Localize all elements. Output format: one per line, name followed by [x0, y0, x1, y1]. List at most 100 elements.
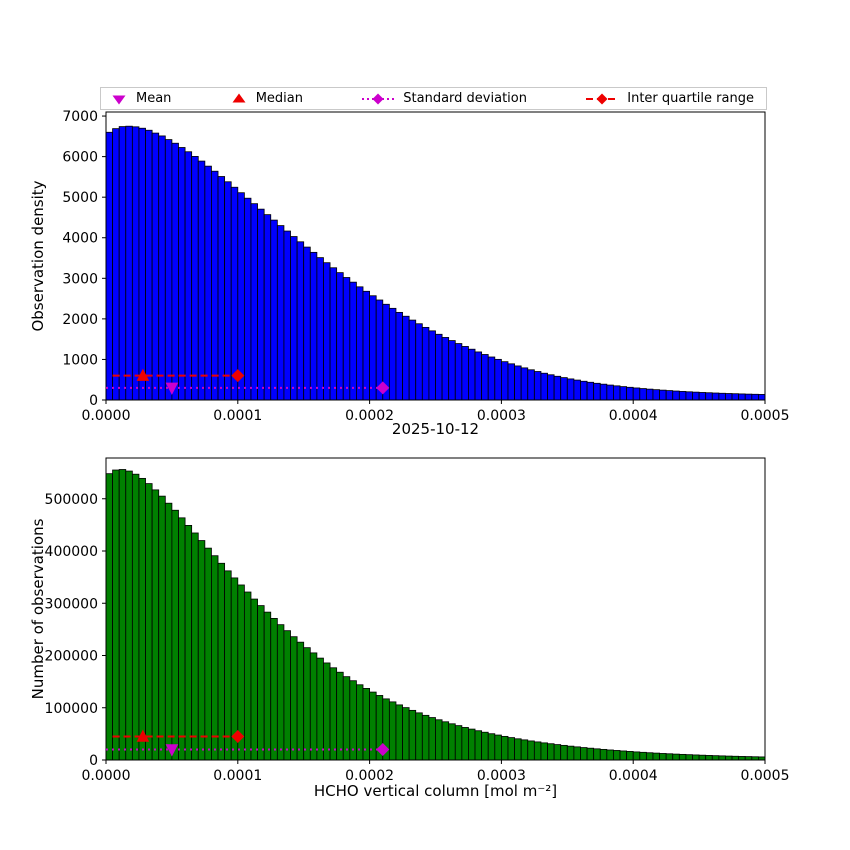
histogram-bar: [507, 737, 515, 761]
legend-item-median: Median: [229, 91, 303, 106]
histogram-bar: [303, 647, 311, 761]
x-tick-label: 0.0000: [82, 768, 131, 784]
histogram-bar: [151, 132, 160, 401]
histogram-bar: [639, 751, 647, 761]
histogram-bar: [421, 714, 430, 761]
histogram-bar: [533, 371, 542, 401]
histogram-bar: [197, 540, 206, 761]
histogram-bar: [547, 374, 555, 401]
histogram-bar: [191, 532, 199, 761]
histogram-bar: [217, 562, 226, 761]
histogram-bar: [500, 361, 509, 401]
histogram-bar: [204, 165, 212, 401]
histogram-bar: [395, 311, 403, 401]
histogram-bar: [678, 391, 687, 401]
histogram-bar: [448, 340, 456, 401]
histogram-bar: [705, 755, 713, 761]
legend-label-std: Standard deviation: [403, 91, 527, 106]
histogram-bar: [408, 319, 417, 401]
histogram-bar: [461, 346, 469, 401]
y-tick-label: 0: [89, 753, 98, 769]
std-diamond-marker: [376, 743, 390, 757]
x-axis-label: HCHO vertical column [mol m⁻²]: [313, 782, 558, 800]
histogram-bar: [329, 667, 338, 761]
histogram-bar: [718, 392, 726, 401]
histogram-bar: [164, 139, 173, 401]
histogram-bar: [178, 517, 186, 761]
x-tick-label: 0.0003: [477, 768, 526, 784]
histogram-bar: [685, 391, 693, 401]
histogram-bar: [290, 636, 298, 761]
histogram-bar: [514, 365, 522, 401]
histogram-bar: [402, 315, 410, 401]
histogram-bar: [131, 126, 140, 401]
histogram-bar: [197, 160, 206, 401]
mean-triangle-down-marker: [165, 744, 179, 757]
legend-label-median: Median: [255, 91, 303, 106]
histogram-bar: [481, 731, 489, 761]
histogram-bar: [738, 393, 746, 401]
histogram-bar: [138, 127, 146, 401]
y-tick-label: 400000: [45, 544, 98, 560]
histogram-bar: [191, 156, 199, 401]
histogram-bar: [428, 717, 436, 761]
histogram-bar: [520, 739, 529, 761]
histogram-bar: [296, 641, 305, 761]
histogram-bar: [329, 267, 338, 401]
histogram-bar: [613, 750, 621, 761]
histogram-bar: [145, 483, 153, 761]
histogram-bar: [283, 230, 291, 401]
histogram-bar: [224, 181, 232, 401]
histogram-bar: [349, 281, 357, 401]
histogram-bar: [105, 131, 113, 401]
histogram-bar: [323, 662, 331, 761]
observation-density-histogram-axes: 0.0000 0.0001 0.0002 0.0003 0.0004 0.0005 0 100…: [62, 109, 789, 424]
histogram-bar: [639, 388, 647, 401]
y-tick-label: 6000: [62, 150, 98, 166]
histogram-bar: [184, 151, 193, 401]
median-triangle-up-marker: [136, 368, 150, 381]
histogram-bar: [672, 390, 680, 401]
histogram-bar: [125, 470, 133, 761]
histogram-bar: [184, 525, 193, 761]
histogram-bar: [257, 605, 265, 761]
histogram-bar: [323, 262, 331, 401]
histogram-bar: [415, 323, 423, 401]
y-tick-label: 300000: [45, 596, 98, 612]
histogram-bar: [336, 272, 344, 401]
histogram-bar: [540, 742, 548, 761]
triangle-down-icon: [112, 95, 126, 104]
histogram-bar: [276, 624, 285, 761]
histogram-bar: [619, 750, 628, 761]
diamond-dotted-line-icon: [362, 93, 395, 104]
histogram-bar: [527, 740, 535, 761]
histogram-bar: [632, 387, 641, 401]
histogram-bar: [685, 754, 693, 761]
y-tick-label: 200000: [45, 649, 98, 665]
histogram-bar: [626, 386, 634, 401]
histogram-bar: [362, 290, 371, 401]
histogram-bar: [342, 277, 351, 401]
x-tick-label: 0.0005: [741, 408, 790, 424]
x-tick-label: 0.0005: [741, 768, 790, 784]
histogram-bar: [692, 391, 700, 401]
histogram-bar: [125, 125, 133, 401]
histogram-bar: [283, 630, 291, 761]
histogram-bar: [441, 721, 450, 761]
histogram-bar: [243, 591, 252, 761]
histogram-bar: [599, 748, 608, 761]
histogram-bar: [468, 348, 476, 401]
triangle-up-icon: [232, 93, 246, 102]
histogram-bar: [118, 469, 127, 761]
histogram-bar: [718, 755, 726, 761]
histogram-bar: [217, 176, 226, 401]
histogram-bar: [421, 326, 430, 401]
histogram-bar: [362, 688, 371, 761]
iqr-diamond-marker: [231, 369, 245, 383]
histogram-bar: [487, 356, 496, 401]
histogram-bar: [468, 728, 476, 761]
histogram-bar: [487, 733, 496, 761]
histogram-bar: [388, 307, 397, 401]
histogram-bar: [408, 709, 417, 761]
